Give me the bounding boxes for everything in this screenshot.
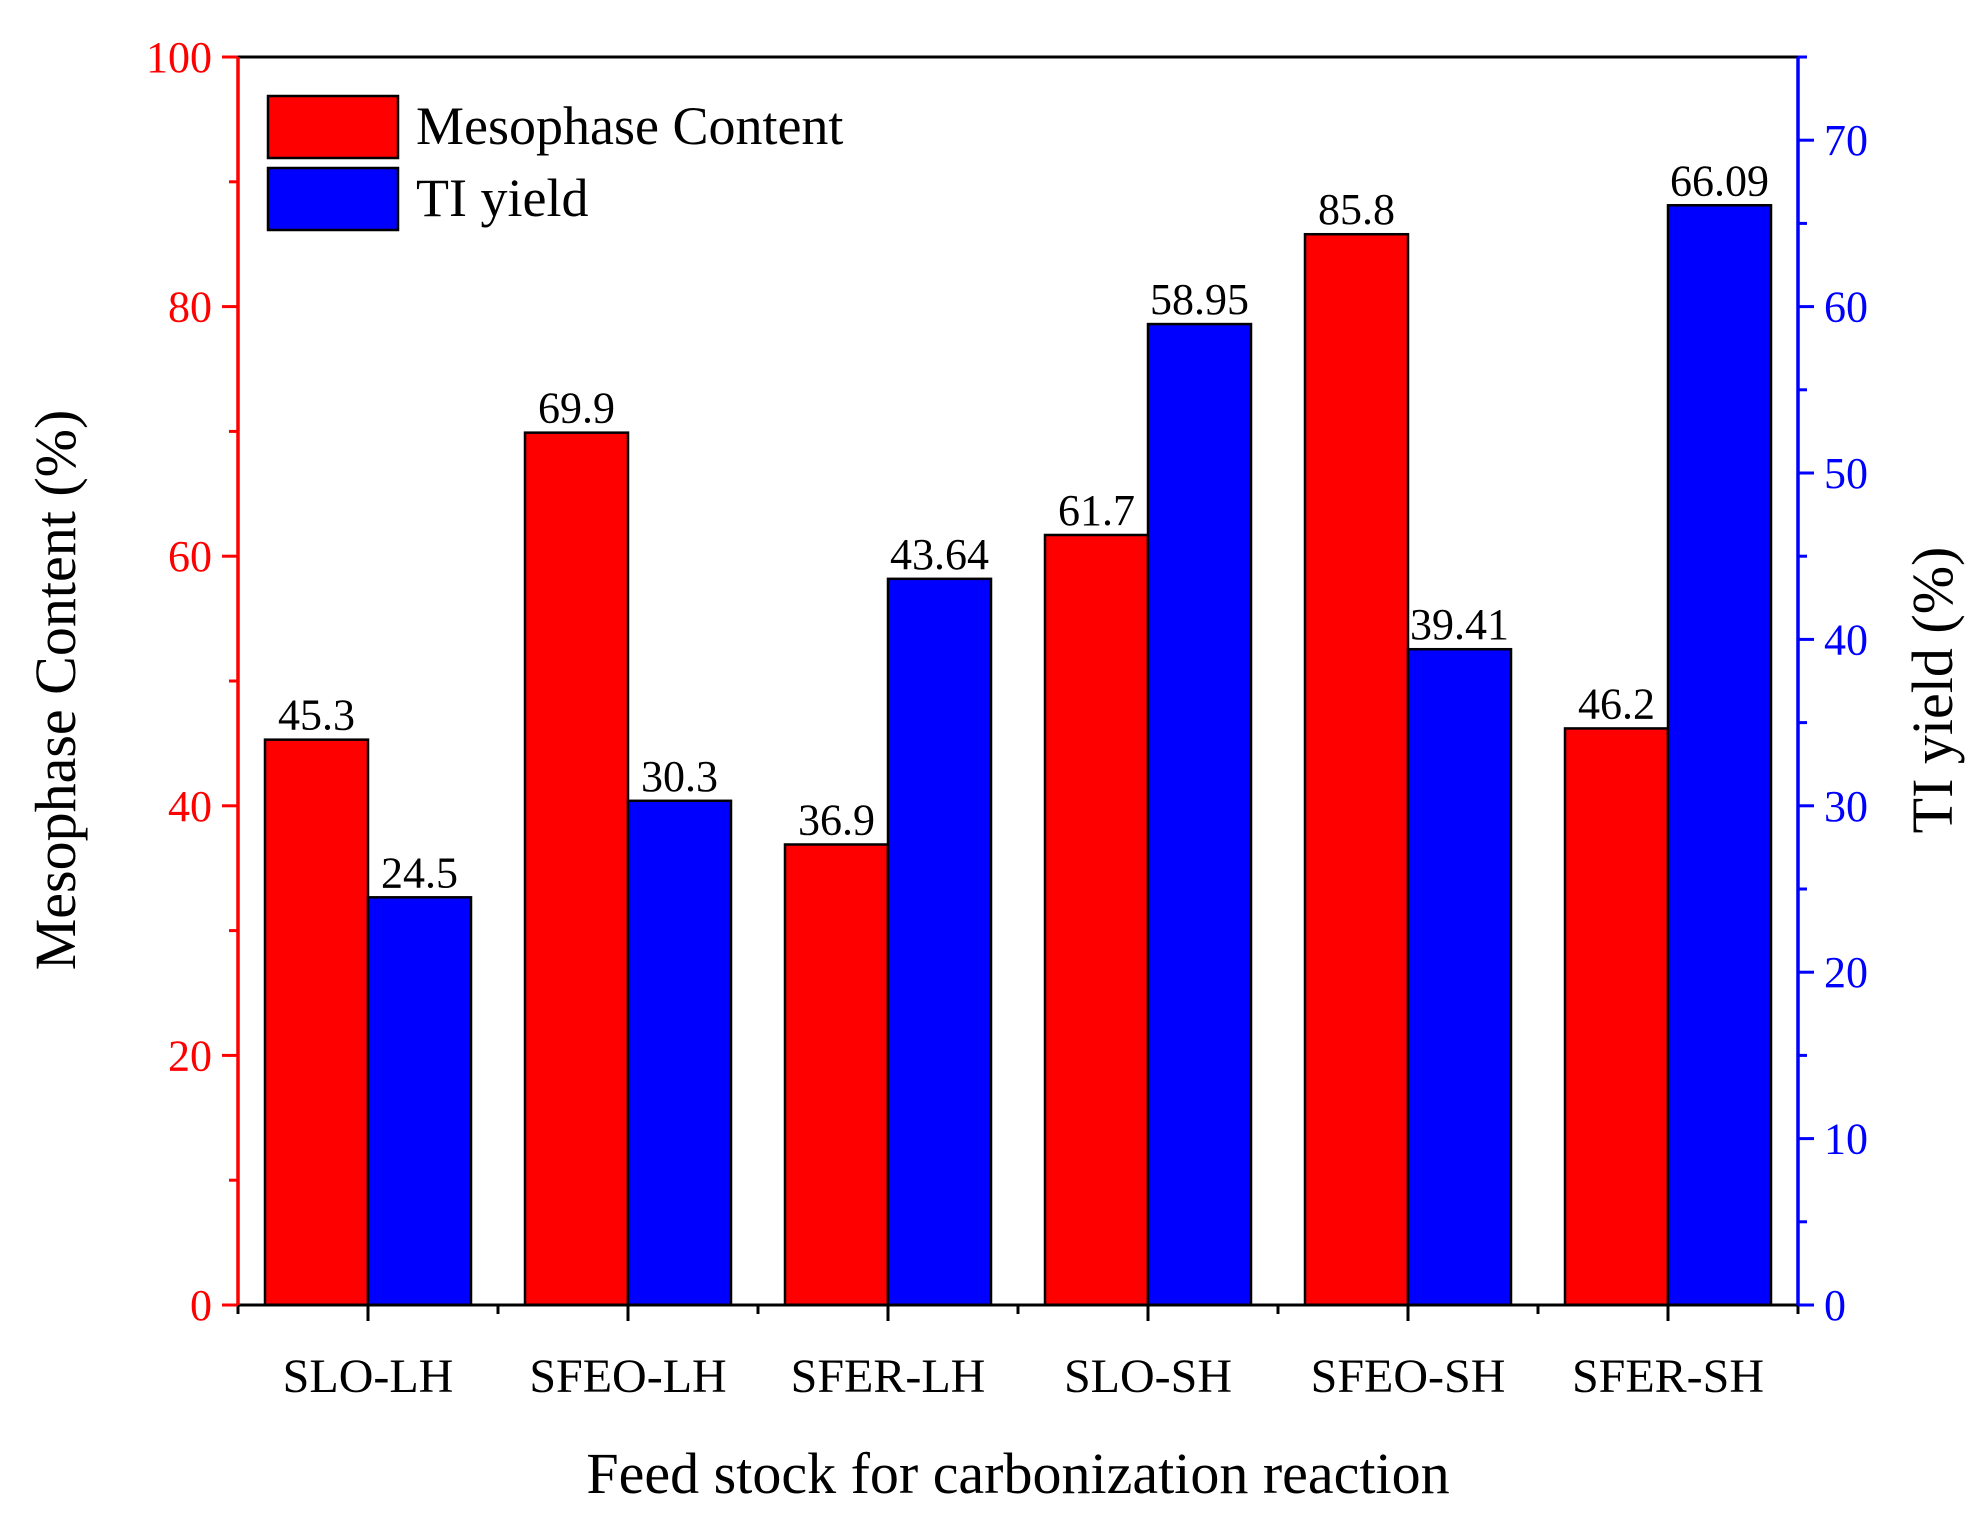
legend-label-1: TI yield (416, 168, 588, 228)
mesophase-bar-1 (523, 431, 630, 1307)
legend-swatch-1 (266, 166, 400, 232)
legend-label-0: Mesophase Content (416, 96, 843, 156)
y-left-tick-label-4: 80 (168, 283, 212, 332)
x-tick-label-3: SLO-SH (1064, 1350, 1232, 1403)
ti-yield-value-label-4: 39.41 (1410, 600, 1509, 649)
x-tick-label-2: SFER-LH (791, 1350, 986, 1403)
y-right-tick-label-7: 70 (1824, 116, 1868, 165)
y-right-tick-label-2: 20 (1824, 948, 1868, 997)
ti-yield-bar-4 (1406, 647, 1513, 1307)
mesophase-bar-5 (1563, 727, 1670, 1307)
axes-layer: SLO-LH SFEO-LH SFER-LH SLO-SH SFEO-SH SFER-SH… (146, 33, 1868, 1403)
y-axis-left-title: Mesophase Content (%) (23, 410, 88, 971)
mesophase-bar-4 (1303, 232, 1410, 1307)
ti-yield-value-label-3: 58.95 (1150, 275, 1249, 324)
x-tick-label-1: SFEO-LH (529, 1350, 726, 1403)
ti-yield-value-label-5: 66.09 (1670, 156, 1769, 205)
mesophase-bar-2 (783, 843, 890, 1307)
value-labels-layer: 45.3 24.5 69.9 30.3 36.9 43.64 61.7 58.95 85.8 39… (278, 156, 1769, 897)
ti-yield-bar-3 (1146, 322, 1253, 1307)
ti-yield-value-label-1: 30.3 (641, 752, 718, 801)
y-right-tick-label-3: 30 (1824, 782, 1868, 831)
y-left-tick-label-3: 60 (168, 532, 212, 581)
x-tick-label-0: SLO-LH (283, 1350, 454, 1403)
y-right-tick-label-5: 50 (1824, 449, 1868, 498)
y-left-tick-label-0: 0 (190, 1281, 212, 1330)
y-right-tick-label-1: 10 (1824, 1115, 1868, 1164)
mesophase-value-label-0: 45.3 (278, 691, 355, 740)
mesophase-value-label-1: 69.9 (538, 384, 615, 433)
y-left-tick-label-5: 100 (146, 33, 212, 82)
mesophase-value-label-5: 46.2 (1578, 679, 1655, 728)
x-axis-title: Feed stock for carbonization reaction (586, 1441, 1449, 1506)
y-right-tick-label-0: 0 (1824, 1281, 1846, 1330)
mesophase-value-label-4: 85.8 (1318, 185, 1395, 234)
mesophase-value-label-2: 36.9 (798, 795, 875, 844)
ti-yield-bar-1 (626, 799, 733, 1307)
mesophase-value-label-3: 61.7 (1058, 486, 1135, 535)
mesophase-bar-3 (1043, 533, 1150, 1307)
ti-yield-bar-5 (1666, 204, 1773, 1307)
y-right-tick-label-4: 40 (1824, 615, 1868, 664)
ti-yield-bar-2 (886, 577, 993, 1307)
bars-layer (263, 204, 1773, 1307)
y-axis-right-title: TI yield (%) (1900, 547, 1965, 834)
y-left-tick-label-1: 20 (168, 1031, 212, 1080)
mesophase-bar-0 (263, 738, 370, 1307)
legend-swatch-0 (266, 94, 400, 160)
legend: Mesophase Content TI yield (266, 94, 843, 232)
ti-yield-bar-0 (366, 896, 473, 1307)
y-right-tick-label-6: 60 (1824, 283, 1868, 332)
x-tick-label-4: SFEO-SH (1311, 1350, 1506, 1403)
y-left-tick-label-2: 40 (168, 782, 212, 831)
x-tick-label-5: SFER-SH (1572, 1350, 1764, 1403)
ti-yield-value-label-2: 43.64 (890, 530, 989, 579)
ti-yield-value-label-0: 24.5 (381, 848, 458, 897)
